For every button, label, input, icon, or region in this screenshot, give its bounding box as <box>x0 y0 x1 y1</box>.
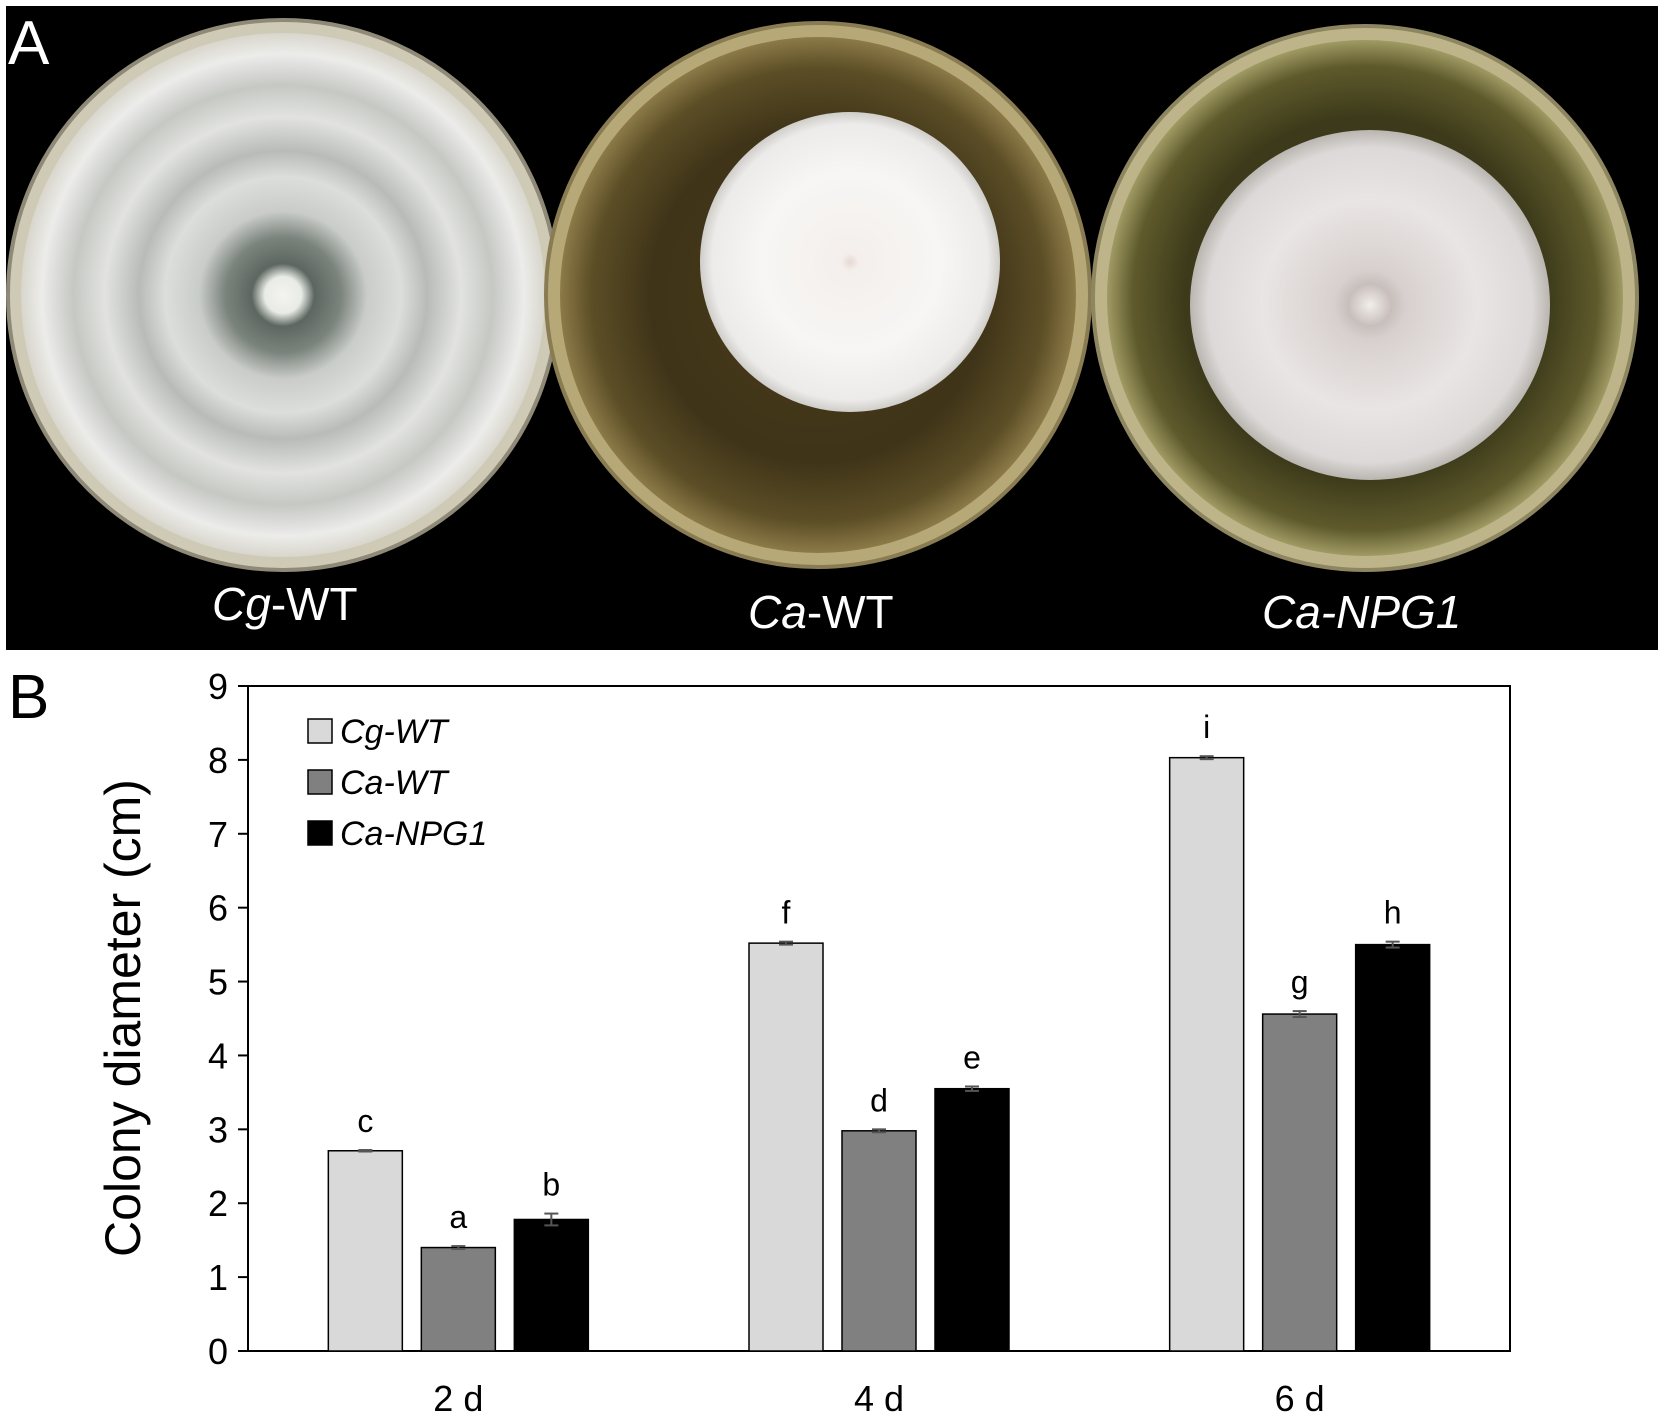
panel-b-label: B <box>8 663 49 732</box>
panel-b: B 0 1 2 3 4 5 6 7 8 9 Colony diameter (cm) c a b f d e… <box>8 663 1511 1419</box>
bar-cg-wt-2 <box>1168 756 1245 1352</box>
bar-cg-wt-0 <box>327 1150 404 1352</box>
legend-label: Ca-NPG1 <box>340 815 487 853</box>
category-label: 6 d <box>1275 1378 1325 1419</box>
bar-ca-npg1-0 <box>513 1218 590 1352</box>
significance-label: d <box>870 1082 888 1118</box>
panel-a: A Cg-WT Ca-WT Ca-NPG1 <box>6 6 1658 650</box>
bar-ca-npg1-1 <box>934 1087 1010 1352</box>
panel-a-label: A <box>8 9 50 78</box>
x-axis: 2 d 4 d 6 d <box>433 1378 1324 1419</box>
significance-label: b <box>542 1167 560 1203</box>
y-tick-label: 2 <box>208 1183 228 1224</box>
error-bar <box>451 1245 466 1251</box>
y-tick-label: 1 <box>208 1257 228 1298</box>
error-bar <box>779 940 793 946</box>
y-axis: 0 1 2 3 4 5 6 7 8 9 <box>208 666 248 1372</box>
y-tick-label: 4 <box>208 1035 228 1076</box>
bar-cg-wt-1 <box>748 942 824 1352</box>
significance-label: h <box>1384 895 1402 931</box>
bar-ca-npg1-2 <box>1354 943 1431 1352</box>
plate-cg-wt <box>6 18 560 572</box>
error-bar <box>1385 940 1400 949</box>
legend-swatch <box>307 718 333 744</box>
plate-label-ca-npg1: Ca-NPG1 <box>1262 586 1461 638</box>
legend: Cg-WT Ca-WT Ca-NPG1 <box>307 713 487 853</box>
colony-ca-wt <box>700 112 1000 412</box>
bars: c a b f d e i g h <box>327 709 1431 1352</box>
plate-ca-npg1 <box>1091 24 1639 572</box>
colony-cg-wt <box>21 33 545 557</box>
y-tick-label: 9 <box>208 666 228 707</box>
plate-label-cg-wt: Cg-WT <box>212 578 358 630</box>
error-bar <box>358 1149 373 1153</box>
significance-label: a <box>449 1199 467 1235</box>
legend-label: Ca-WT <box>340 764 450 802</box>
legend-label: Cg-WT <box>340 713 450 751</box>
significance-label: c <box>357 1103 373 1139</box>
y-tick-label: 5 <box>208 962 228 1003</box>
plate-ca-wt <box>544 21 1092 569</box>
bar-ca-wt-2 <box>1261 1013 1338 1352</box>
y-tick-label: 8 <box>208 740 228 781</box>
legend-swatch <box>307 820 333 846</box>
bar-ca-wt-1 <box>841 1130 917 1352</box>
y-tick-label: 6 <box>208 888 228 929</box>
error-bar <box>1292 1010 1307 1019</box>
category-label: 4 d <box>854 1378 904 1419</box>
y-axis-title: Colony diameter (cm) <box>95 779 151 1257</box>
legend-swatch <box>307 769 333 795</box>
significance-label: i <box>1203 709 1210 745</box>
bar-ca-wt-0 <box>420 1246 497 1352</box>
significance-label: f <box>782 895 791 931</box>
colony-ca-npg1 <box>1190 130 1550 480</box>
plate-label-ca-wt: Ca-WT <box>748 586 894 638</box>
error-bar <box>1199 755 1214 761</box>
error-bar <box>544 1212 559 1227</box>
y-tick-label: 3 <box>208 1109 228 1150</box>
y-tick-label: 0 <box>208 1331 228 1372</box>
category-label: 2 d <box>433 1378 483 1419</box>
significance-label: e <box>963 1039 981 1075</box>
y-tick-label: 7 <box>208 814 228 855</box>
error-bar <box>965 1085 979 1092</box>
error-bar <box>872 1128 886 1134</box>
significance-label: g <box>1291 964 1309 1000</box>
